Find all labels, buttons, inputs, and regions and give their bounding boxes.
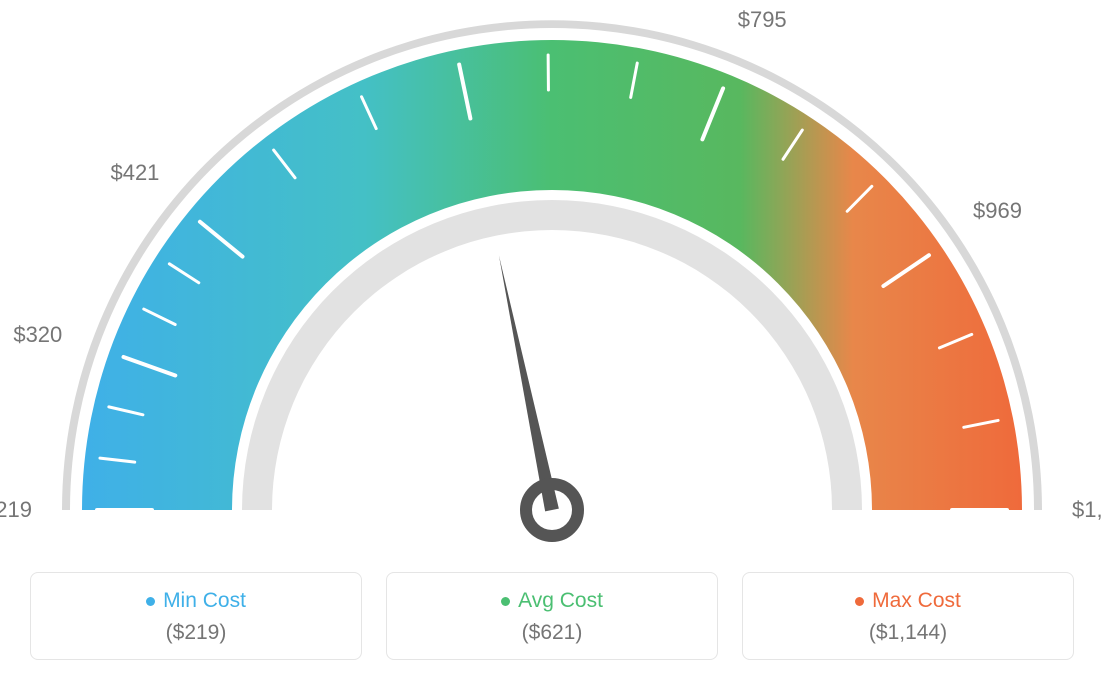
avg-cost-value: ($621) <box>405 621 699 645</box>
gauge: $219 $320 $421 $621 $795 $969 $1,144 <box>0 0 1104 560</box>
avg-cost-card: Avg Cost ($621) <box>386 572 718 660</box>
min-cost-card: Min Cost ($219) <box>30 572 362 660</box>
max-cost-title: Max Cost <box>855 589 961 613</box>
max-cost-value: ($1,144) <box>761 621 1055 645</box>
gauge-tick-label: $1,144 <box>1072 497 1104 523</box>
min-cost-title: Min Cost <box>146 589 246 613</box>
chart-container: $219 $320 $421 $621 $795 $969 $1,144 Min Cost … <box>0 0 1104 690</box>
dot-icon <box>855 597 864 606</box>
max-cost-card: Max Cost ($1,144) <box>742 572 1074 660</box>
dot-icon <box>501 597 510 606</box>
summary-cards: Min Cost ($219) Avg Cost ($621) Max Cost… <box>30 572 1074 660</box>
min-cost-value: ($219) <box>49 621 343 645</box>
gauge-tick-label: $969 <box>973 198 1022 224</box>
gauge-svg <box>0 0 1104 560</box>
gauge-tick-label: $421 <box>110 160 159 186</box>
gauge-tick-label: $621 <box>421 0 470 1</box>
avg-cost-title: Avg Cost <box>501 589 603 613</box>
gauge-tick-label: $219 <box>0 497 32 523</box>
max-cost-label: Max Cost <box>872 589 961 613</box>
gauge-tick-label: $320 <box>13 322 62 348</box>
dot-icon <box>146 597 155 606</box>
avg-cost-label: Avg Cost <box>518 589 603 613</box>
gauge-tick-label: $795 <box>738 7 787 33</box>
min-cost-label: Min Cost <box>163 589 246 613</box>
